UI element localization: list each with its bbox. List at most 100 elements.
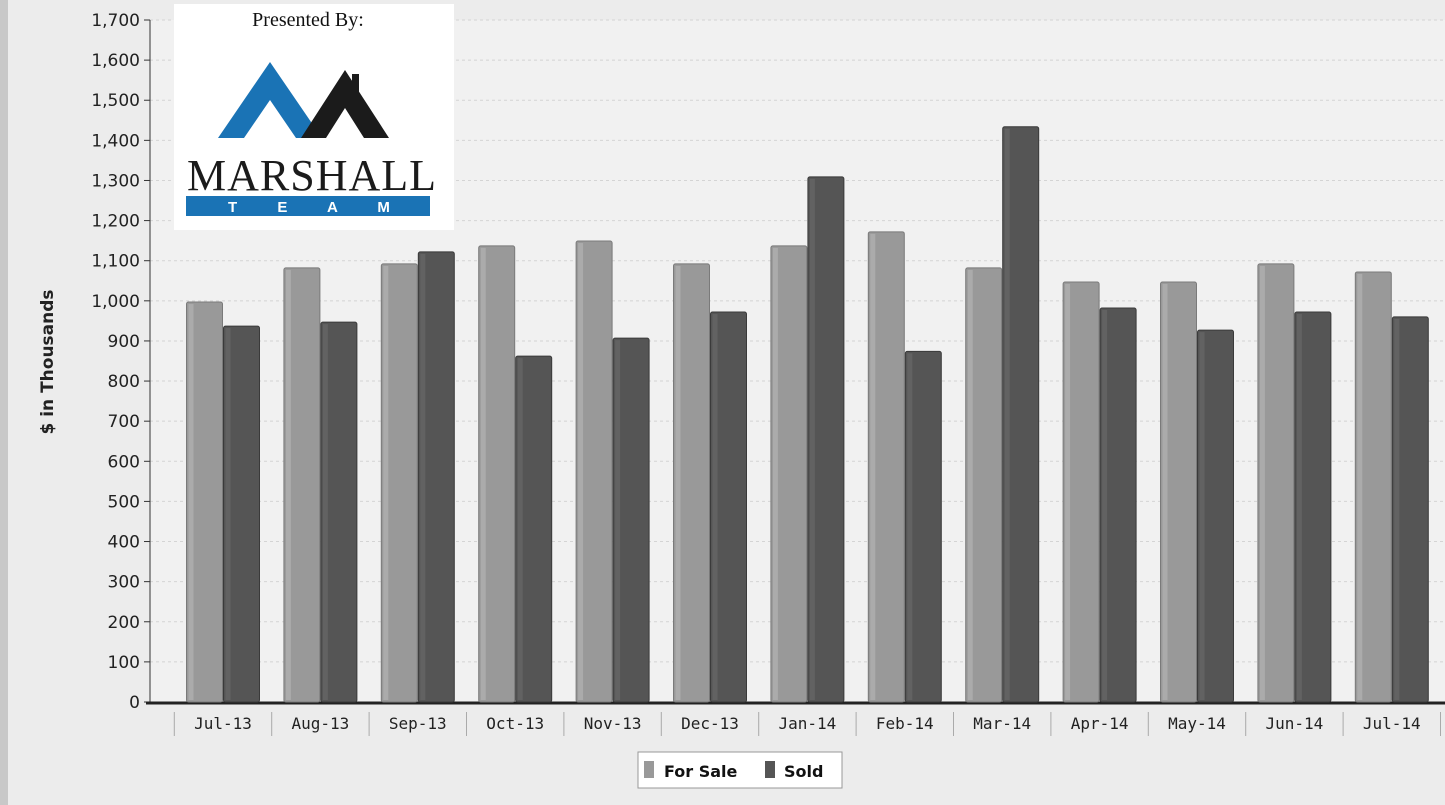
logo-wordmark: MARSHALL — [187, 151, 437, 200]
legend-label-sold: Sold — [784, 762, 823, 781]
x-tick-label: Dec-13 — [681, 714, 739, 733]
bar — [1391, 316, 1429, 703]
blue-roof-icon — [218, 62, 322, 138]
x-tick-label: Mar-14 — [973, 714, 1031, 733]
y-tick-label: 800 — [108, 372, 140, 392]
bar-highlight — [480, 247, 486, 700]
bar — [673, 263, 710, 703]
y-tick-label: 600 — [108, 452, 140, 472]
x-tick-label: Oct-13 — [486, 714, 544, 733]
legend-swatch-for-sale — [644, 761, 654, 778]
y-tick-label: 400 — [108, 533, 140, 553]
bar-for-sale-nov-13 — [575, 240, 613, 703]
x-tick-label: Feb-14 — [876, 714, 934, 733]
y-tick-label: 1,100 — [91, 252, 140, 272]
y-tick-label: 1,700 — [91, 11, 140, 31]
bar — [478, 245, 516, 703]
bar — [1197, 329, 1234, 703]
bar — [1257, 263, 1295, 703]
bar-highlight — [1162, 283, 1168, 700]
presented-by-caption: Presented By: — [252, 9, 364, 31]
bar — [1002, 126, 1040, 703]
y-tick-label: 900 — [108, 332, 140, 352]
bar-for-sale-jun-14 — [1257, 263, 1295, 703]
bar-for-sale-oct-13 — [478, 245, 516, 703]
bar-sold-jul-14 — [1391, 316, 1429, 703]
bar-sold-apr-14 — [1099, 307, 1137, 703]
bar — [380, 263, 418, 703]
bar-for-sale-aug-13 — [283, 267, 321, 703]
bar-highlight — [1102, 310, 1108, 700]
bar-for-sale-mar-14 — [965, 267, 1003, 703]
bar-sold-feb-14 — [904, 350, 942, 703]
bar — [867, 231, 905, 703]
bar-highlight — [1357, 273, 1363, 700]
bar — [807, 176, 845, 703]
bar — [710, 311, 747, 703]
y-tick-label: 200 — [108, 613, 140, 633]
bar — [1160, 281, 1197, 703]
bar-for-sale-sep-13 — [380, 263, 418, 703]
bar-for-sale-feb-14 — [867, 231, 905, 703]
y-tick-label: 700 — [108, 412, 140, 432]
dark-roof-icon — [301, 70, 389, 138]
logo-background — [174, 4, 454, 230]
logo-team-text: T E A M — [228, 199, 408, 216]
bar-for-sale-may-14 — [1160, 281, 1197, 703]
legend-box — [637, 751, 843, 789]
bar-highlight — [1199, 332, 1205, 700]
bar-highlight — [1296, 314, 1302, 700]
bar — [515, 355, 553, 703]
bar-sold-may-14 — [1197, 329, 1234, 703]
bar — [1062, 281, 1100, 703]
bar-highlight — [578, 243, 584, 701]
bar-highlight — [383, 265, 389, 700]
x-tick-label: Sep-13 — [389, 714, 447, 733]
bar-sold-oct-13 — [515, 355, 553, 703]
bar-sold-aug-13 — [320, 321, 358, 703]
bar-highlight — [615, 340, 621, 700]
y-tick-label: 1,000 — [91, 292, 140, 312]
logo-team-band — [186, 196, 430, 216]
bar-sold-jun-14 — [1294, 311, 1332, 703]
bar-sold-nov-13 — [612, 337, 650, 703]
x-tick-label: Nov-13 — [584, 714, 642, 733]
bar — [223, 325, 260, 703]
y-axis-title: $ in Thousands — [38, 289, 58, 434]
bar-sold-jan-14 — [807, 176, 845, 703]
bar-highlight — [675, 265, 681, 700]
x-tick-label: Jun-14 — [1266, 714, 1324, 733]
bar-highlight — [188, 304, 194, 700]
bar-sold-sep-13 — [417, 251, 455, 703]
bar-highlight — [1259, 265, 1265, 700]
bar-sold-mar-14 — [1002, 126, 1040, 703]
bar-for-sale-apr-14 — [1062, 281, 1100, 703]
bar — [1099, 307, 1137, 703]
bar-for-sale-jul-13 — [186, 301, 223, 703]
y-tick-label: 1,200 — [91, 212, 140, 232]
y-tick-label: 1,300 — [91, 171, 140, 191]
bar-sold-dec-13 — [710, 311, 747, 703]
y-tick-label: 100 — [108, 653, 140, 673]
bars — [186, 126, 1429, 703]
y-tick-label: 1,500 — [91, 91, 140, 111]
chimney-icon — [352, 74, 359, 96]
x-tick-labels: Jul-13 Aug-13 Sep-13 Oct-13 Nov-13 Dec-13 Jan-… — [173, 712, 1441, 736]
bar-highlight — [712, 314, 718, 700]
bar — [320, 321, 358, 703]
bar-chart: Jul-13 Aug-13 Sep-13 Oct-13 Nov-13 Dec-13 Jan-… — [38, 4, 1445, 789]
bar-for-sale-jul-14 — [1354, 271, 1392, 703]
bar-highlight — [870, 233, 876, 701]
bar-highlight — [809, 178, 815, 701]
marshall-team-logo: Presented By: MARSHALL T E A M — [174, 4, 454, 230]
bar-highlight — [517, 358, 523, 700]
bar — [283, 267, 321, 703]
x-tick-label: May-14 — [1168, 714, 1226, 733]
x-tick-label: Jul-13 — [194, 714, 252, 733]
bar-sold-jul-13 — [223, 325, 260, 703]
bar — [1294, 311, 1332, 703]
axes — [144, 19, 1445, 705]
y-tick-label: 300 — [108, 573, 140, 593]
bar-highlight — [285, 269, 291, 700]
legend-label-for-sale: For Sale — [664, 762, 738, 781]
